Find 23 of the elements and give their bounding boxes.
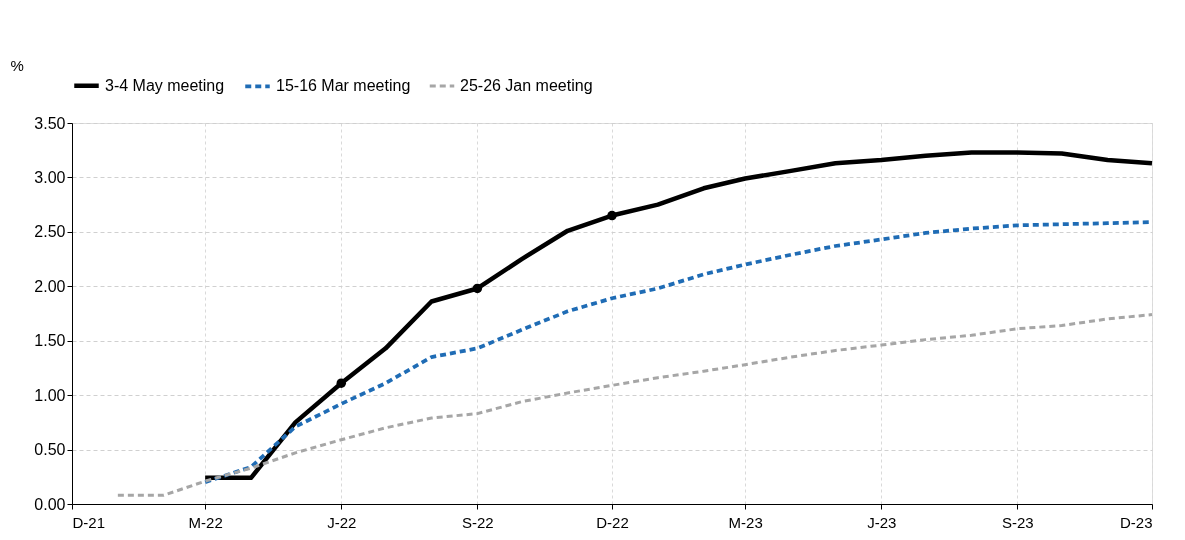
line-series	[116, 313, 1154, 497]
x-tick-label: D-21	[72, 513, 106, 531]
y-tick-label: 3.50	[34, 114, 66, 132]
y-tick-label: 2.50	[34, 223, 66, 241]
legend-label: 3-4 May meeting	[105, 76, 225, 94]
legend-label: 15-16 Mar meeting	[276, 77, 411, 95]
x-tick-label: M-22	[188, 513, 223, 531]
y-tick-label: 3.00	[34, 168, 66, 186]
x-tick-label: S-22	[462, 513, 494, 531]
y-tick-label: 0.00	[34, 495, 66, 513]
y-tick-label: 1.50	[34, 332, 66, 350]
line-series	[202, 150, 1155, 481]
y-tick-label: 1.00	[34, 386, 66, 404]
x-tick-label: D-23	[1119, 513, 1153, 531]
x-tick-label: J-23	[867, 513, 897, 531]
y-axis-title: %	[10, 56, 24, 74]
legend-label: 25-26 Jan meeting	[460, 77, 593, 94]
x-tick-label: S-23	[1002, 513, 1034, 531]
x-tick-label: M-23	[728, 513, 763, 531]
x-tick-label: D-22	[596, 513, 629, 531]
x-tick-label: J-22	[327, 513, 357, 531]
y-tick-label: 0.50	[34, 441, 66, 459]
y-tick-label: 2.00	[34, 277, 66, 295]
